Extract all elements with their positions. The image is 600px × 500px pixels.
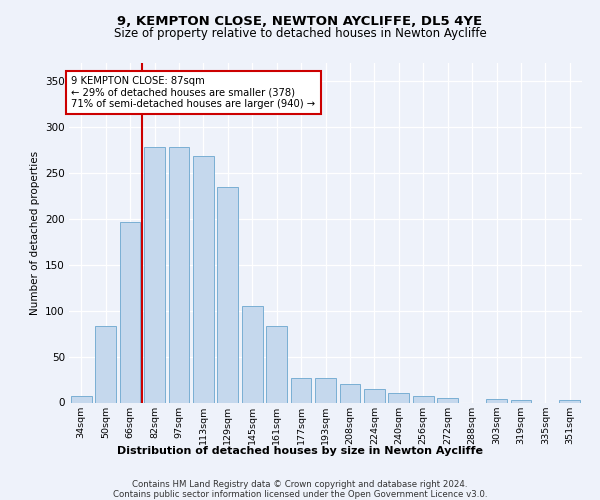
Bar — [242, 306, 263, 402]
Bar — [559, 400, 580, 402]
Bar — [315, 378, 336, 402]
Bar — [388, 394, 409, 402]
Bar — [119, 222, 140, 402]
Text: Distribution of detached houses by size in Newton Aycliffe: Distribution of detached houses by size … — [117, 446, 483, 456]
Bar — [71, 396, 92, 402]
Bar — [511, 400, 532, 402]
Text: Contains HM Land Registry data © Crown copyright and database right 2024.: Contains HM Land Registry data © Crown c… — [132, 480, 468, 489]
Text: Size of property relative to detached houses in Newton Aycliffe: Size of property relative to detached ho… — [113, 28, 487, 40]
Bar — [290, 378, 311, 402]
Bar — [413, 396, 434, 402]
Bar — [437, 398, 458, 402]
Bar — [486, 399, 507, 402]
Bar — [144, 147, 165, 403]
Text: 9 KEMPTON CLOSE: 87sqm
← 29% of detached houses are smaller (378)
71% of semi-de: 9 KEMPTON CLOSE: 87sqm ← 29% of detached… — [71, 76, 316, 110]
Bar — [266, 326, 287, 402]
Bar — [193, 156, 214, 402]
Bar — [217, 186, 238, 402]
Bar — [169, 147, 190, 403]
Bar — [364, 388, 385, 402]
Text: 9, KEMPTON CLOSE, NEWTON AYCLIFFE, DL5 4YE: 9, KEMPTON CLOSE, NEWTON AYCLIFFE, DL5 4… — [118, 15, 482, 28]
Bar — [340, 384, 361, 402]
Text: Contains public sector information licensed under the Open Government Licence v3: Contains public sector information licen… — [113, 490, 487, 499]
Bar — [95, 326, 116, 402]
Y-axis label: Number of detached properties: Number of detached properties — [29, 150, 40, 314]
